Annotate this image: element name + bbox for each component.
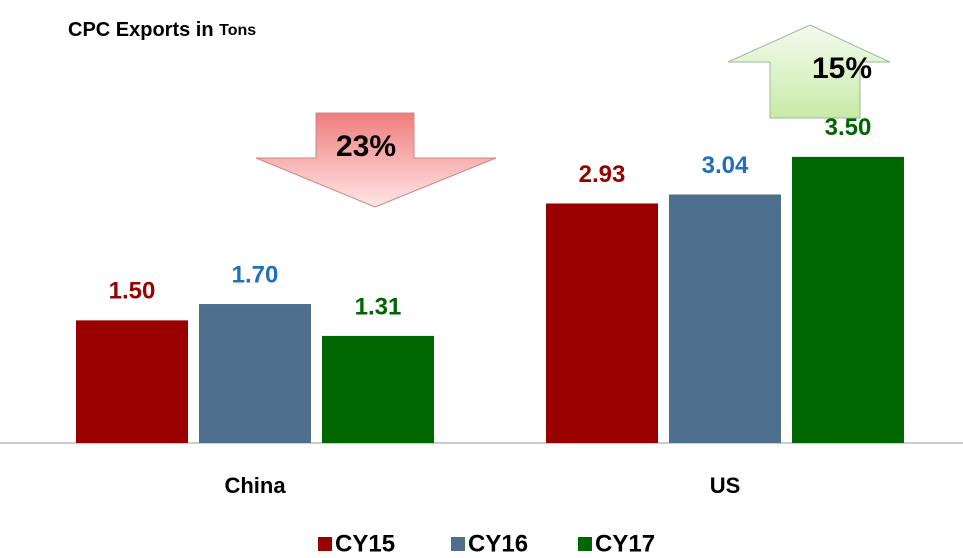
value-label: 1.50	[109, 278, 156, 305]
x-tick-label: US	[710, 473, 741, 498]
bar	[669, 194, 781, 443]
legend-label: CY16	[468, 530, 528, 557]
value-label: 1.70	[232, 261, 279, 288]
up-arrow	[727, 24, 891, 119]
legend-swatch	[318, 537, 332, 551]
bar	[792, 156, 904, 443]
title-unit: Tons	[219, 22, 256, 39]
x-tick-label: China	[224, 473, 286, 498]
value-label: 3.50	[825, 114, 872, 141]
bar	[199, 304, 311, 443]
value-label: 2.93	[579, 161, 626, 188]
down-arrow	[255, 112, 497, 208]
annotation: 15%	[812, 52, 872, 85]
legend-swatch	[578, 537, 592, 551]
legend-swatch	[451, 537, 465, 551]
chart-title: CPC Exports in Tons	[68, 19, 256, 41]
title-main: CPC Exports in	[68, 19, 214, 41]
bar	[322, 335, 434, 443]
legend-label: CY17	[595, 530, 655, 557]
value-label: 3.04	[702, 152, 749, 179]
bar	[76, 320, 188, 443]
bar	[546, 203, 658, 443]
value-label: 1.31	[355, 293, 402, 320]
legend-label: CY15	[335, 530, 395, 557]
annotation: 23%	[336, 130, 396, 163]
